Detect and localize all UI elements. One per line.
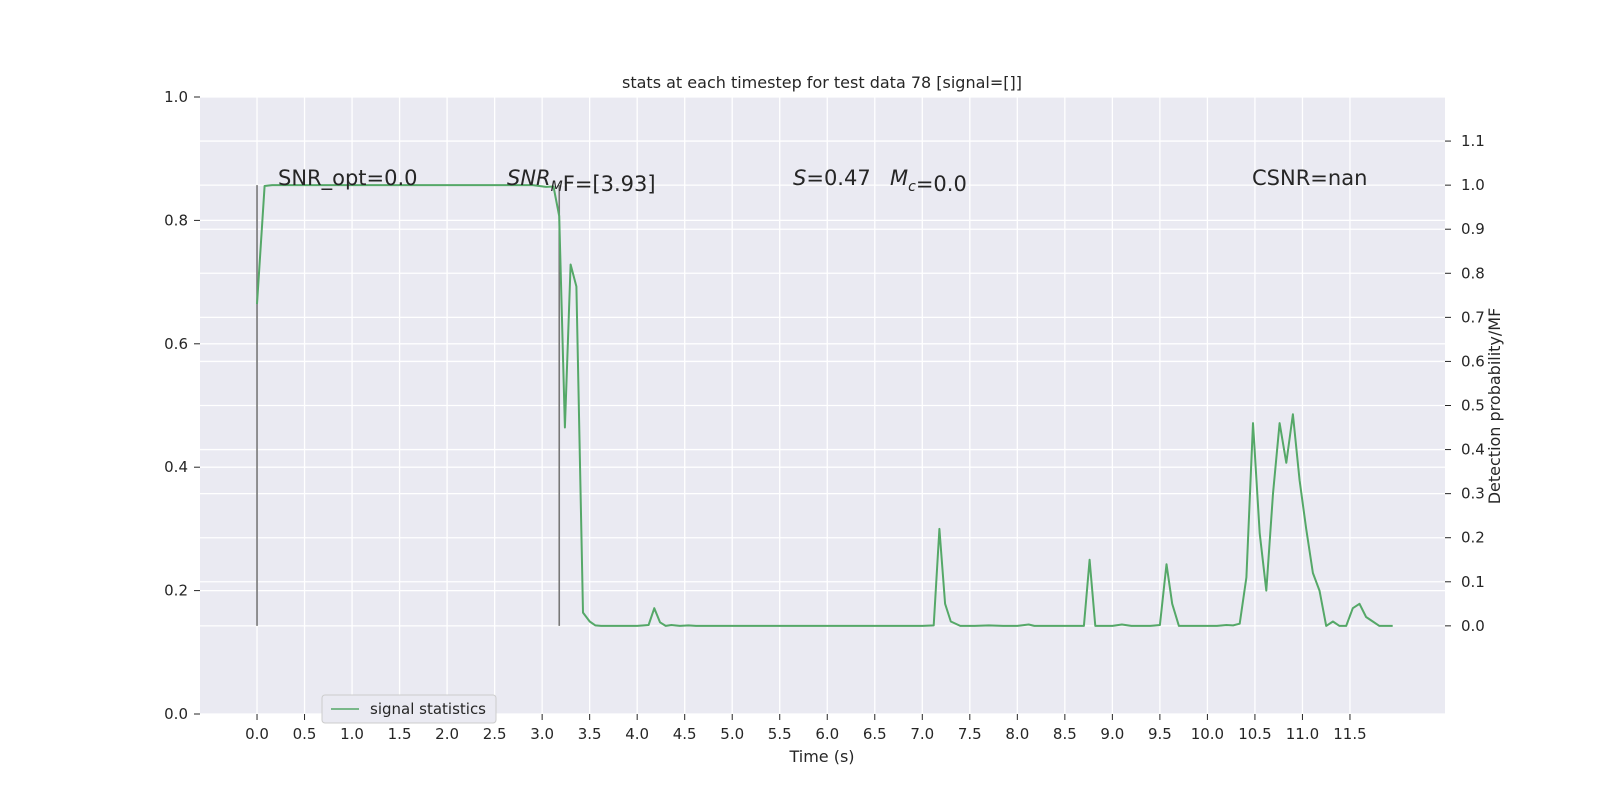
y2-tick-label: 0.6 [1461,352,1485,370]
y2-tick-label: 0.4 [1461,441,1485,459]
y2-tick-label: 0.2 [1461,529,1485,547]
x-tick-label: 1.5 [388,725,412,743]
y-tick-label: 0.2 [164,582,188,600]
y2-tick-label: 0.1 [1461,573,1485,591]
x-tick-label: 6.5 [863,725,887,743]
x-tick-label: 3.0 [530,725,554,743]
annotation-text: SNR_opt=0.0 [278,166,418,191]
annotation-segment: SNR_opt=0.0 [278,166,418,191]
annotation-text: Mc=0.0 [890,166,967,196]
chart-title: stats at each timestep for test data 78 … [622,73,1022,92]
x-tick-label: 6.0 [815,725,839,743]
x-axis-label: Time (s) [788,747,854,766]
x-axis-ticks: 0.0 0.5 1.0 1.5 2.0 2.5 3.0 3.5 4.0 4.5 5.0 5.5 6.0 6… [245,714,1367,743]
x-tick-label: 11.0 [1286,725,1319,743]
x-tick-label: 4.5 [673,725,697,743]
annotation-text: CSNR=nan [1252,166,1367,190]
annotation-segment: M [890,166,908,190]
annotation-text: SNRMF=[3.93] [507,166,656,196]
legend: signal statistics [321,694,497,724]
x-tick-label: 0.0 [245,725,269,743]
y-tick-label: 0.4 [164,458,188,476]
grid [200,96,1445,715]
legend-box [321,694,497,724]
vertical-markers [256,185,561,626]
x-tick-label: 9.0 [1100,725,1124,743]
x-tick-label: 8.0 [1005,725,1029,743]
x-tick-label: 2.5 [483,725,507,743]
y-tick-label: 0.6 [164,335,188,353]
annotation-segment: M [551,179,563,195]
x-tick-label: 4.0 [625,725,649,743]
x-tick-label: 8.5 [1053,725,1077,743]
x-tick-label: 1.0 [340,725,364,743]
x-tick-label: 11.5 [1333,725,1366,743]
legend-label: signal statistics [370,700,486,718]
y-tick-label: 0.0 [164,705,188,723]
y2-tick-label: 1.0 [1461,176,1485,194]
x-tick-label: 5.5 [768,725,792,743]
y2-tick-label: 0.5 [1461,397,1485,415]
series-layer [256,184,1393,627]
annotation-segment: SNR [507,166,551,190]
y-tick-label: 1.0 [164,88,188,106]
annotation-segment: F=[3.93] [563,172,656,196]
x-tick-label: 9.5 [1148,725,1172,743]
x-tick-label: 0.5 [293,725,317,743]
x-tick-label: 10.5 [1238,725,1271,743]
y2-axis-label: Detection probability/MF [1485,308,1504,505]
y2-tick-label: 1.1 [1461,132,1485,150]
x-tick-label: 10.0 [1191,725,1224,743]
y2-tick-label: 0.9 [1461,220,1485,238]
y2-tick-label: 0.7 [1461,308,1485,326]
x-tick-label: 7.0 [910,725,934,743]
y-axis-ticks: 0.0 0.2 0.4 0.6 0.8 1.0 [164,88,200,723]
annotation-segment: c [908,179,916,195]
annotation-segment: =0.47 [806,166,870,190]
y2-tick-label: 0.8 [1461,264,1485,282]
y2-tick-label: 0.3 [1461,485,1485,503]
annotation-text: S=0.47 [793,166,871,190]
series-line [256,184,1393,627]
x-tick-label: 3.5 [578,725,602,743]
x-tick-label: 2.0 [435,725,459,743]
annotation-segment: =0.0 [916,172,967,196]
annotations: SNR_opt=0.0 SNRMF=[3.93] S=0.47 Mc=0.0 CSNR=… [278,166,1367,196]
annotation-segment: S [793,166,806,190]
y2-tick-label: 0.0 [1461,617,1485,635]
x-tick-label: 5.0 [720,725,744,743]
y-tick-label: 0.8 [164,211,188,229]
x-tick-label: 7.5 [958,725,982,743]
y2-axis-ticks: 0.0 0.1 0.2 0.3 0.4 0.5 0.6 0.7 0.8 0.9 1.0 1.1 [1445,132,1485,635]
annotation-segment: CSNR=nan [1252,166,1367,190]
